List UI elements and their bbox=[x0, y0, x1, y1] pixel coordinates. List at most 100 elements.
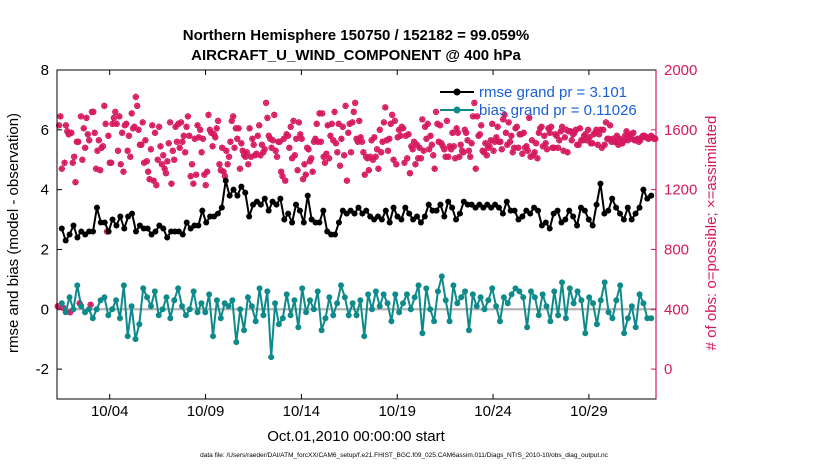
obs-assimilated-point bbox=[128, 110, 135, 117]
rmse-point bbox=[566, 207, 573, 214]
bias-point bbox=[299, 285, 306, 292]
obs-assimilated-point bbox=[556, 137, 563, 144]
rmse-point bbox=[414, 213, 421, 220]
bias-point bbox=[198, 300, 205, 307]
obs-assimilated-point bbox=[258, 141, 266, 148]
obs-assimilated-point bbox=[340, 152, 348, 159]
bias-point bbox=[365, 291, 372, 298]
obs-assimilated-point bbox=[319, 110, 326, 117]
rmse-point bbox=[261, 195, 268, 202]
obs-assimilated-point bbox=[143, 158, 150, 165]
obs-assimilated-point bbox=[234, 135, 241, 142]
bias-point bbox=[128, 303, 135, 310]
y-tick-label-left: 4 bbox=[41, 182, 49, 199]
obs-assimilated-point bbox=[480, 149, 488, 156]
obs-assimilated-point bbox=[453, 125, 460, 132]
bias-point bbox=[621, 330, 628, 337]
bias-point bbox=[535, 312, 542, 319]
obs-assimilated-point bbox=[568, 137, 575, 144]
obs-assimilated-point bbox=[546, 129, 553, 137]
obs-assimilated-point bbox=[198, 149, 205, 156]
obs-assimilated-point bbox=[276, 138, 283, 145]
bias-point bbox=[109, 306, 116, 313]
obs-assimilated-point bbox=[441, 146, 448, 153]
bias-point bbox=[213, 297, 220, 304]
bias-point bbox=[291, 297, 298, 304]
obs-assimilated-point bbox=[465, 147, 473, 154]
obs-assimilated-point bbox=[564, 149, 571, 156]
obs-assimilated-point bbox=[336, 162, 344, 169]
obs-assimilated-point bbox=[202, 181, 209, 189]
obs-assimilated-point bbox=[164, 158, 171, 165]
bias-point bbox=[481, 306, 488, 313]
bias-point bbox=[78, 303, 85, 310]
obs-assimilated-point bbox=[313, 120, 320, 128]
bias-point bbox=[388, 318, 395, 325]
obs-assimilated-point bbox=[265, 132, 272, 139]
bias-point bbox=[411, 294, 418, 301]
rmse-point bbox=[616, 210, 623, 217]
bias-point bbox=[500, 294, 507, 301]
bias-point bbox=[256, 285, 263, 292]
bias-point bbox=[403, 291, 410, 298]
bias-point bbox=[264, 288, 271, 295]
bias-point bbox=[648, 315, 655, 322]
rmse-point bbox=[398, 216, 405, 223]
obs-assimilated-point bbox=[413, 141, 421, 148]
obs-assimilated-point bbox=[247, 153, 255, 160]
obs-assimilated-point bbox=[299, 175, 307, 183]
obs-assimilated-point bbox=[360, 149, 367, 156]
bias-point bbox=[202, 309, 209, 316]
obs-assimilated-point bbox=[421, 123, 429, 131]
obs-assimilated-point bbox=[170, 156, 178, 163]
obs-assimilated-point bbox=[619, 140, 626, 147]
bias-point bbox=[85, 306, 92, 313]
obs-assimilated-point bbox=[624, 137, 632, 144]
bias-point bbox=[287, 312, 294, 319]
obs-assimilated-point bbox=[376, 126, 384, 134]
obs-assimilated-point bbox=[467, 153, 474, 160]
obs-assimilated-point bbox=[205, 111, 212, 119]
obs-assimilated-point bbox=[399, 125, 407, 132]
obs-assimilated-point bbox=[280, 135, 288, 142]
obs-assimilated-point bbox=[454, 129, 462, 137]
obs-assimilated-point bbox=[469, 113, 477, 120]
obs-assimilated-point bbox=[68, 129, 75, 137]
obs-assimilated-point bbox=[269, 137, 277, 144]
y-tick-label-right: 400 bbox=[664, 301, 689, 318]
y-tick-label-right: 800 bbox=[664, 241, 689, 258]
bias-point bbox=[233, 339, 240, 346]
bias-point bbox=[179, 303, 186, 310]
obs-assimilated-point bbox=[605, 135, 612, 142]
obs-assimilated-point bbox=[127, 153, 134, 160]
rmse-point bbox=[542, 219, 549, 226]
bias-point bbox=[496, 318, 503, 325]
obs-assimilated-point bbox=[449, 129, 456, 137]
bias-point bbox=[341, 294, 348, 301]
bias-point bbox=[578, 297, 585, 304]
obs-assimilated-point bbox=[295, 119, 303, 126]
obs-assimilated-point bbox=[54, 303, 61, 310]
rmse-point bbox=[160, 225, 167, 232]
y-tick-label-left: 8 bbox=[41, 62, 49, 79]
obs-assimilated-point bbox=[192, 171, 200, 178]
bias-point bbox=[531, 294, 538, 301]
bias-point bbox=[469, 291, 476, 298]
bias-point bbox=[465, 327, 472, 334]
rmse-point bbox=[355, 204, 362, 211]
obs-assimilated-point bbox=[609, 135, 617, 142]
obs-assimilated-point bbox=[254, 132, 262, 139]
bias-point bbox=[551, 288, 558, 295]
bias-point bbox=[450, 282, 457, 289]
obs-assimilated-point bbox=[160, 152, 167, 159]
bias-point bbox=[438, 273, 445, 280]
bias-point bbox=[124, 333, 131, 340]
bias-point bbox=[144, 294, 151, 301]
obs-assimilated-point bbox=[491, 138, 499, 145]
obs-assimilated-point bbox=[91, 129, 98, 137]
obs-assimilated-point bbox=[345, 129, 352, 137]
obs-assimilated-point bbox=[432, 108, 440, 116]
bias-point bbox=[570, 300, 577, 307]
obs-assimilated-point bbox=[76, 300, 83, 307]
x-tick-label: 10/24 bbox=[474, 403, 512, 420]
